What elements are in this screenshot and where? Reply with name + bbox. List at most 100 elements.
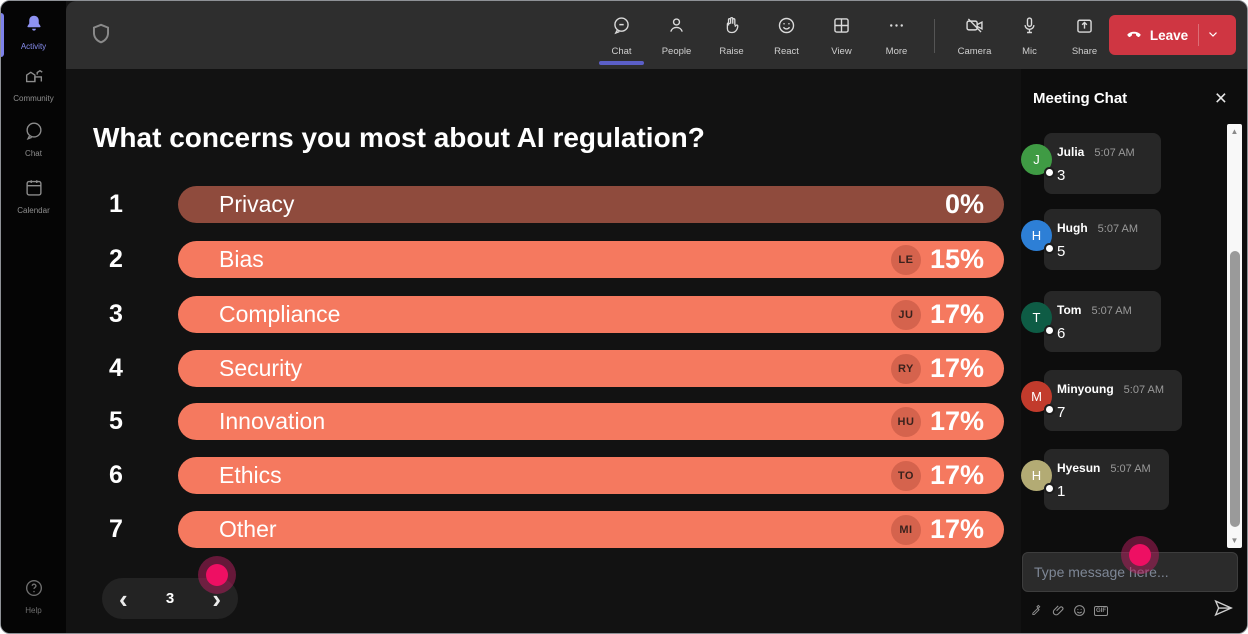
toolbar-mic-button[interactable]: Mic bbox=[1002, 7, 1057, 65]
sender-name: Hyesun bbox=[1057, 461, 1101, 475]
option-percentage: 17% bbox=[929, 299, 984, 329]
chat-scrollbar[interactable]: ▲ ▼ bbox=[1227, 124, 1242, 548]
toolbar-item-label: Camera bbox=[957, 46, 992, 57]
option-label: Innovation bbox=[219, 408, 326, 434]
voter-badge: TO bbox=[890, 460, 921, 491]
toolbar-raise-button[interactable]: Raise bbox=[704, 7, 759, 65]
sidebar-item-label: Chat bbox=[25, 149, 42, 158]
message-time: 5:07 AM bbox=[1097, 223, 1139, 235]
message-time: 5:07 AM bbox=[1091, 305, 1132, 317]
toolbar-item-label: Mic bbox=[1022, 46, 1037, 57]
emoji-icon[interactable] bbox=[1073, 604, 1086, 617]
sender-name: Minyoung bbox=[1057, 382, 1114, 396]
active-item-indicator bbox=[1, 13, 4, 57]
read-receipt-dot bbox=[1044, 243, 1055, 254]
chat-message-input[interactable] bbox=[1022, 552, 1238, 592]
option-bar[interactable]: Compliance JU 17% bbox=[178, 296, 1004, 333]
meeting-chat-panel: Meeting Chat × J Julia 5:07 AM 3 H Hugh 5:… bbox=[1021, 69, 1247, 633]
message-time: 5:07 AM bbox=[1110, 463, 1151, 475]
option-bar[interactable]: Innovation HU 17% bbox=[178, 403, 1004, 440]
read-receipt-dot bbox=[1044, 483, 1055, 494]
leave-button-label: Leave bbox=[1149, 27, 1189, 43]
sidebar-item-help[interactable]: Help bbox=[1, 577, 66, 615]
people-icon bbox=[666, 15, 687, 41]
bell-icon bbox=[23, 13, 45, 40]
voter-badge: MI bbox=[890, 514, 921, 545]
poll-option-row: 6 Ethics TO 17% bbox=[66, 457, 1021, 494]
option-rank: 1 bbox=[109, 190, 123, 218]
option-label: Ethics bbox=[219, 462, 282, 488]
next-slide-button[interactable]: › bbox=[212, 583, 221, 614]
mic-icon bbox=[1019, 15, 1040, 41]
sidebar-item-chat[interactable]: Chat bbox=[1, 120, 66, 158]
scroll-down-arrow-icon[interactable]: ▼ bbox=[1230, 536, 1239, 545]
option-bar[interactable]: Privacy 0% bbox=[178, 186, 1004, 223]
option-label: Compliance bbox=[219, 301, 341, 327]
message-text: 1 bbox=[1057, 483, 1066, 500]
react-smiley-icon bbox=[776, 15, 797, 41]
prev-slide-button[interactable]: ‹ bbox=[119, 583, 128, 614]
message-bubble: Hyesun 5:07 AM 1 bbox=[1044, 449, 1169, 510]
help-icon bbox=[23, 577, 45, 604]
sender-name: Julia bbox=[1057, 145, 1085, 159]
chat-header: Meeting Chat × bbox=[1021, 75, 1247, 121]
chat-icon bbox=[611, 15, 632, 41]
option-percentage: 17% bbox=[929, 460, 984, 490]
option-bar[interactable]: Bias LE 15% bbox=[178, 241, 1004, 278]
option-bar[interactable]: Other MI 17% bbox=[178, 511, 1004, 548]
chat-panel-title: Meeting Chat bbox=[1033, 89, 1128, 107]
scroll-up-arrow-icon[interactable]: ▲ bbox=[1230, 127, 1239, 136]
message-text: 7 bbox=[1057, 404, 1066, 421]
toolbar-item-label: People bbox=[661, 46, 692, 57]
toolbar-center-group: Chat People Raise React bbox=[594, 7, 924, 65]
compose-toolbar: GIF bbox=[1031, 604, 1108, 617]
option-label: Security bbox=[219, 355, 303, 381]
slide-number: 3 bbox=[165, 590, 175, 607]
message-bubble: Julia 5:07 AM 3 bbox=[1044, 133, 1161, 194]
voter-badge: JU bbox=[890, 299, 921, 330]
option-percentage: 15% bbox=[929, 244, 984, 274]
toolbar-share-button[interactable]: Share bbox=[1057, 7, 1112, 65]
message-bubble: Hugh 5:07 AM 5 bbox=[1044, 209, 1161, 270]
scrollbar-thumb[interactable] bbox=[1229, 251, 1240, 527]
toolbar-chat-button[interactable]: Chat bbox=[594, 7, 649, 65]
poll-option-row: 2 Bias LE 15% bbox=[66, 241, 1021, 278]
message-time: 5:07 AM bbox=[1094, 147, 1135, 159]
toolbar-people-button[interactable]: People bbox=[649, 7, 704, 65]
option-bar[interactable]: Ethics TO 17% bbox=[178, 457, 1004, 494]
format-icon[interactable] bbox=[1031, 604, 1044, 617]
poll-option-row: 1 Privacy 0% bbox=[66, 186, 1021, 223]
leave-split-divider bbox=[1198, 24, 1200, 46]
message-text: 5 bbox=[1057, 243, 1066, 260]
poll-option-row: 4 Security RY 17% bbox=[66, 350, 1021, 387]
close-icon[interactable]: × bbox=[1209, 87, 1233, 110]
app-sidebar: Activity Community Chat Calendar Help bbox=[1, 1, 66, 633]
toolbar-more-button[interactable]: More bbox=[869, 7, 924, 65]
poll-option-row: 3 Compliance JU 17% bbox=[66, 296, 1021, 333]
option-label: Other bbox=[219, 516, 277, 542]
sidebar-item-calendar[interactable]: Calendar bbox=[1, 177, 66, 215]
option-percentage: 17% bbox=[929, 514, 984, 544]
meeting-toolbar: Chat People Raise React bbox=[66, 1, 1247, 69]
attach-paperclip-icon[interactable] bbox=[1052, 604, 1065, 617]
toolbar-item-label: More bbox=[885, 46, 908, 57]
toolbar-view-button[interactable]: View bbox=[814, 7, 869, 65]
shield-logo-icon bbox=[88, 21, 114, 52]
chevron-down-icon[interactable] bbox=[1206, 27, 1220, 44]
share-screen-icon bbox=[1074, 15, 1095, 41]
read-receipt-dot bbox=[1044, 404, 1055, 415]
toolbar-camera-button[interactable]: Camera bbox=[947, 7, 1002, 65]
toolbar-item-label: React bbox=[774, 46, 799, 57]
option-label: Privacy bbox=[219, 191, 295, 217]
message-bubble: Minyoung 5:07 AM 7 bbox=[1044, 370, 1183, 431]
leave-button[interactable]: Leave bbox=[1109, 15, 1236, 55]
sidebar-item-label: Help bbox=[25, 606, 42, 615]
gif-icon[interactable]: GIF bbox=[1094, 605, 1108, 616]
option-bar[interactable]: Security RY 17% bbox=[178, 350, 1004, 387]
toolbar-react-button[interactable]: React bbox=[759, 7, 814, 65]
send-message-icon[interactable] bbox=[1212, 597, 1234, 622]
sidebar-item-community[interactable]: Community bbox=[1, 65, 66, 103]
sidebar-item-activity[interactable]: Activity bbox=[1, 13, 66, 51]
option-percentage: 0% bbox=[944, 189, 984, 219]
